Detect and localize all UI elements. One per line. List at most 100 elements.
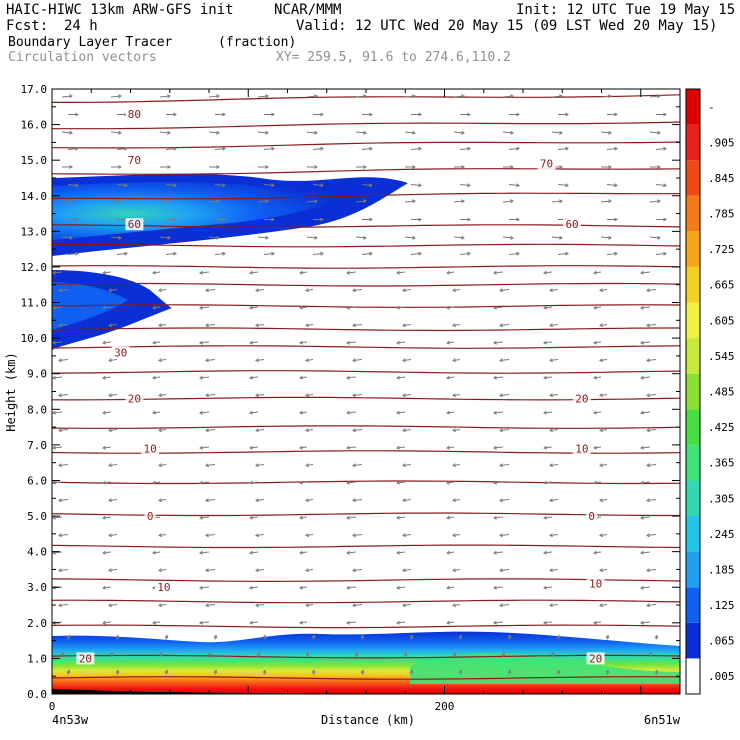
vector-arrowhead — [124, 183, 128, 188]
vector-arrowhead — [199, 375, 203, 380]
vector-arrowhead — [493, 340, 497, 345]
theta-contour — [52, 345, 680, 349]
circulation-vector — [549, 604, 559, 606]
vector-arrowhead — [369, 251, 373, 256]
circulation-vector — [446, 551, 455, 554]
circulation-vector — [199, 516, 210, 519]
vector-arrowhead — [346, 305, 350, 310]
circulation-vector — [352, 429, 363, 431]
vector-arrowhead — [412, 130, 416, 135]
circulation-vector — [549, 429, 559, 431]
vector-arrowhead — [396, 480, 400, 485]
vector-arrowhead — [501, 652, 506, 657]
vector-arrowhead — [549, 288, 553, 293]
vector-arrowhead — [320, 146, 324, 151]
xy-range: XY= 259.5, 91.6 to 274.6,110.2 — [276, 50, 511, 65]
circulation-vector — [551, 95, 563, 98]
vector-arrowhead — [458, 634, 463, 639]
circulation-vector — [551, 236, 563, 239]
vector-arrowhead — [216, 199, 220, 204]
circulation-vector — [543, 516, 553, 519]
circulation-vector — [299, 341, 308, 344]
circulation-vector — [593, 446, 602, 449]
vector-arrowhead — [556, 634, 561, 639]
vector-arrowhead — [543, 270, 547, 275]
circulation-vector — [404, 236, 416, 239]
theta-contour — [52, 654, 680, 659]
vector-arrowhead — [510, 165, 515, 169]
vector-arrowhead — [199, 585, 203, 590]
circulation-vector — [58, 359, 69, 361]
circulation-vector — [346, 306, 357, 309]
vector-arrowhead — [412, 94, 416, 99]
circulation-vector — [214, 184, 226, 186]
vector-arrowhead — [599, 393, 603, 398]
vector-arrowhead — [402, 323, 406, 328]
vector-arrowhead — [262, 669, 267, 674]
circulation-vector — [102, 306, 112, 309]
circulation-vector — [551, 200, 563, 203]
theta-contour — [52, 121, 680, 130]
vector-arrowhead — [412, 235, 416, 240]
circulation-vector — [361, 184, 373, 186]
circulation-vector — [255, 604, 265, 606]
vector-arrowhead — [152, 620, 156, 625]
vector-arrowhead — [352, 603, 356, 608]
vector-arrowhead — [646, 393, 650, 398]
vector-arrowhead — [369, 146, 373, 151]
vector-arrowhead — [152, 480, 156, 485]
vector-arrowhead — [396, 515, 400, 520]
circulation-vector — [396, 621, 406, 624]
circulation-vector — [646, 289, 657, 291]
circulation-vector — [543, 551, 553, 554]
circulation-vector — [346, 341, 357, 344]
circulation-vector — [352, 569, 363, 571]
circulation-vector — [600, 95, 612, 98]
contour-label: 70 — [540, 158, 553, 171]
vector-arrowhead — [102, 480, 106, 485]
x-endpoint-right: 6n51w — [644, 713, 681, 727]
circulation-vector — [208, 236, 220, 239]
colorbar-swatch — [686, 266, 700, 303]
vector-arrowhead — [599, 533, 603, 538]
y-tick-label: 16.0 — [21, 119, 48, 132]
vector-arrowhead — [402, 498, 406, 503]
vector-arrowhead — [305, 568, 309, 573]
x-axis-label: Distance (km) — [321, 713, 415, 727]
y-tick-label: 11.0 — [21, 297, 48, 310]
vector-arrowhead — [222, 183, 226, 188]
circulation-vector — [152, 411, 161, 414]
vector-arrowhead — [255, 603, 259, 608]
vector-arrowhead — [605, 669, 610, 674]
circulation-vector — [499, 534, 510, 536]
vector-arrowhead — [265, 130, 269, 135]
circulation-vector — [543, 481, 553, 484]
vector-arrowhead — [493, 550, 497, 555]
colorbar-label: .665 — [708, 279, 735, 292]
vector-arrowhead — [213, 634, 218, 639]
vector-arrowhead — [458, 669, 463, 674]
vector-arrowhead — [199, 480, 203, 485]
circulation-vector — [396, 376, 406, 379]
vector-arrowhead — [608, 94, 612, 99]
y-tick-label: 8.0 — [27, 403, 47, 416]
x-tick-label: 0 — [49, 700, 56, 713]
vector-arrowhead — [265, 94, 269, 99]
vector-arrowhead — [249, 480, 253, 485]
vector-arrowhead — [173, 183, 177, 188]
theta-contour — [52, 425, 680, 429]
vector-arrowhead — [102, 620, 106, 625]
vector-arrowhead — [205, 568, 209, 573]
colorbar-swatch — [686, 622, 700, 659]
vector-arrowhead — [249, 620, 253, 625]
circulation-vector — [158, 499, 167, 501]
vector-arrowhead — [102, 375, 106, 380]
contour-label: 60 — [128, 218, 141, 231]
vector-arrowhead — [199, 515, 203, 520]
colorbar-label: .785 — [708, 208, 735, 221]
circulation-vector — [346, 551, 357, 554]
circulation-vector — [205, 569, 216, 571]
theta-contour — [52, 265, 680, 269]
circulation-vector — [446, 411, 455, 414]
circulation-vector — [352, 359, 363, 361]
